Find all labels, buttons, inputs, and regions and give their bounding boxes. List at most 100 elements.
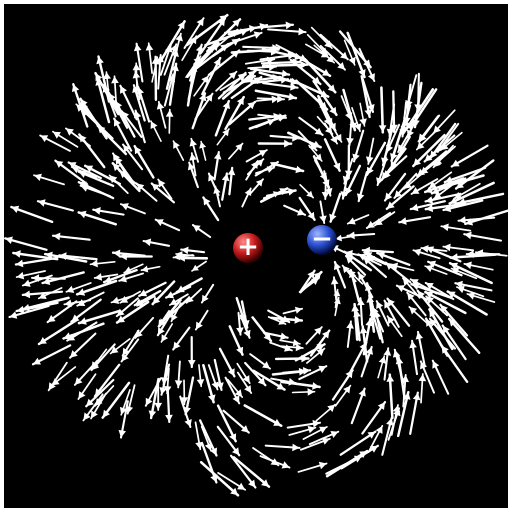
field-arrow xyxy=(316,115,334,135)
field-arrow xyxy=(299,183,315,199)
field-arrow xyxy=(254,89,298,101)
field-arrow xyxy=(313,44,336,64)
field-arrow xyxy=(224,376,241,405)
field-arrow xyxy=(441,324,467,361)
field-arrow xyxy=(262,82,299,91)
field-arrow xyxy=(303,57,337,94)
field-arrow xyxy=(201,56,222,96)
field-arrow xyxy=(180,246,206,255)
field-arrow xyxy=(450,144,489,168)
field-arrow xyxy=(365,141,387,176)
field-arrow xyxy=(121,329,140,357)
positive-charge-sphere[interactable] xyxy=(233,233,263,263)
field-arrow xyxy=(54,159,88,186)
field-arrow xyxy=(118,400,129,439)
field-arrow xyxy=(150,182,176,204)
field-arrow xyxy=(216,425,241,457)
field-arrow xyxy=(361,76,375,113)
field-arrow xyxy=(118,252,153,261)
field-arrow xyxy=(187,335,196,369)
field-arrow xyxy=(390,90,398,133)
field-arrow xyxy=(252,369,286,391)
field-arrow xyxy=(454,280,493,292)
field-arrow xyxy=(8,304,50,319)
field-arrow xyxy=(193,74,210,97)
field-arrow xyxy=(10,205,54,224)
field-arrow xyxy=(415,129,438,151)
field-arrow xyxy=(270,162,305,174)
field-arrow xyxy=(119,84,138,121)
field-arrow xyxy=(187,161,199,189)
field-arrow xyxy=(224,25,258,34)
field-arrow xyxy=(228,325,244,356)
field-arrow xyxy=(443,166,487,184)
field-arrow xyxy=(286,419,322,429)
field-arrow xyxy=(389,135,411,170)
field-arrow xyxy=(232,456,271,488)
field-arrow xyxy=(453,182,481,200)
field-arrow xyxy=(224,95,245,131)
field-arrow xyxy=(333,260,347,289)
field-arrow xyxy=(132,70,141,101)
field-arrow xyxy=(168,62,179,106)
field-arrow xyxy=(330,276,339,301)
field-arrow xyxy=(157,298,182,328)
field-arrow xyxy=(221,172,230,201)
field-arrow xyxy=(438,174,485,190)
field-arrow xyxy=(367,425,384,453)
field-arrow xyxy=(344,164,362,197)
field-arrow xyxy=(299,270,323,294)
field-arrow xyxy=(244,361,267,387)
field-arrow xyxy=(230,454,257,489)
field-arrow xyxy=(68,332,97,359)
field-arrow xyxy=(46,300,78,324)
field-arrow xyxy=(339,430,377,456)
field-arrow xyxy=(65,282,92,293)
field-arrow xyxy=(133,144,155,179)
3d-viewport[interactable]: + − xyxy=(4,4,508,508)
field-arrow xyxy=(431,359,450,395)
field-arrow xyxy=(267,316,287,325)
negative-charge-sphere[interactable] xyxy=(307,225,337,255)
field-arrow xyxy=(194,92,214,121)
field-arrow xyxy=(456,285,485,298)
field-arrow xyxy=(213,150,222,181)
field-arrow xyxy=(241,187,252,208)
field-arrow xyxy=(386,373,395,420)
field-arrow xyxy=(423,134,456,163)
field-arrow xyxy=(375,300,390,327)
field-arrow xyxy=(108,174,129,194)
field-arrow xyxy=(228,100,257,126)
field-arrow xyxy=(446,290,488,316)
field-arrow xyxy=(291,388,316,396)
field-arrow xyxy=(110,294,135,304)
field-arrow xyxy=(172,326,191,351)
field-arrow xyxy=(89,259,116,268)
field-arrow xyxy=(145,42,154,74)
field-arrow xyxy=(439,131,463,151)
field-arrow xyxy=(283,204,307,216)
field-arrow xyxy=(15,301,59,314)
field-arrow xyxy=(298,196,316,221)
field-arrow xyxy=(138,281,167,298)
field-arrow xyxy=(401,373,409,408)
field-arrow xyxy=(410,178,439,195)
field-arrow xyxy=(406,291,427,317)
field-arrow xyxy=(151,280,176,306)
field-arrow xyxy=(194,421,203,451)
field-arrow xyxy=(79,97,108,140)
field-arrow xyxy=(93,363,121,398)
field-arrow xyxy=(200,283,215,304)
field-arrow xyxy=(342,88,357,132)
field-arrow xyxy=(314,159,328,182)
field-arrow xyxy=(429,122,457,160)
field-arrow xyxy=(252,447,280,467)
field-arrow xyxy=(376,251,411,266)
field-arrow xyxy=(142,238,171,247)
field-arrow xyxy=(447,317,481,355)
field-arrow xyxy=(109,338,131,355)
field-arrow xyxy=(319,33,349,61)
field-arrow xyxy=(236,371,253,394)
field-arrow xyxy=(135,182,158,202)
field-arrow xyxy=(51,232,91,241)
